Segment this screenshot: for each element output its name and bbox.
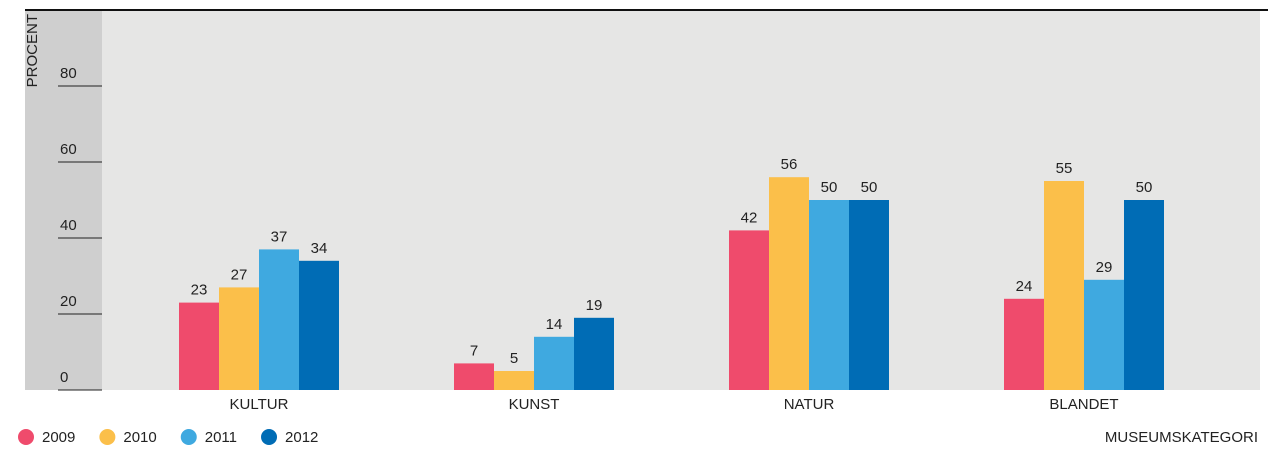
bar: [1084, 279, 1124, 390]
value-label: 27: [231, 266, 248, 283]
bar: [849, 200, 889, 390]
bar: [574, 317, 614, 390]
value-label: 55: [1056, 160, 1073, 177]
bar: [1004, 298, 1044, 390]
bar: [1044, 181, 1084, 390]
y-axis-label: PROCENT: [24, 14, 41, 87]
legend-label: 2012: [285, 429, 318, 446]
x-tick-label: KUNST: [509, 396, 560, 413]
x-tick-label: BLANDET: [1049, 396, 1118, 413]
value-label: 23: [191, 282, 208, 299]
value-label: 34: [311, 240, 328, 257]
bar: [769, 177, 809, 390]
bar: [259, 249, 299, 390]
value-label: 5: [510, 350, 518, 367]
value-label: 37: [271, 228, 288, 245]
bar: [534, 336, 574, 390]
y-tick-label: 60: [60, 141, 77, 158]
bar: [1124, 200, 1164, 390]
legend-label: 2009: [42, 429, 75, 446]
legend-swatch: [261, 429, 278, 445]
bar: [454, 363, 494, 390]
legend-swatch: [99, 429, 116, 445]
value-label: 7: [470, 342, 478, 359]
bar: [494, 371, 534, 390]
bar: [179, 302, 219, 390]
legend-swatch: [18, 429, 34, 445]
axis-strip: [25, 10, 102, 390]
legend-label: 2011: [205, 429, 237, 446]
y-tick-label: 20: [60, 293, 77, 310]
legend-swatch: [180, 429, 197, 445]
y-tick-label: 80: [60, 65, 77, 82]
value-label: 14: [546, 316, 563, 333]
bar: [299, 260, 339, 390]
x-axis-label: MUSEUMSKATEGORI: [1105, 429, 1258, 446]
value-label: 29: [1096, 259, 1113, 276]
value-label: 19: [586, 297, 603, 314]
bar: [219, 287, 259, 390]
y-tick-label: 40: [60, 217, 77, 234]
x-tick-label: KULTUR: [230, 396, 289, 413]
x-tick-label: NATUR: [784, 396, 835, 413]
bar: [809, 200, 849, 390]
bar: [729, 230, 769, 390]
value-label: 50: [821, 179, 838, 196]
value-label: 56: [781, 156, 798, 173]
y-tick-label: 0: [60, 369, 68, 386]
value-label: 24: [1016, 278, 1033, 295]
value-label: 42: [741, 209, 758, 226]
value-label: 50: [1136, 179, 1153, 196]
legend-label: 2010: [123, 429, 156, 446]
value-label: 50: [861, 179, 878, 196]
